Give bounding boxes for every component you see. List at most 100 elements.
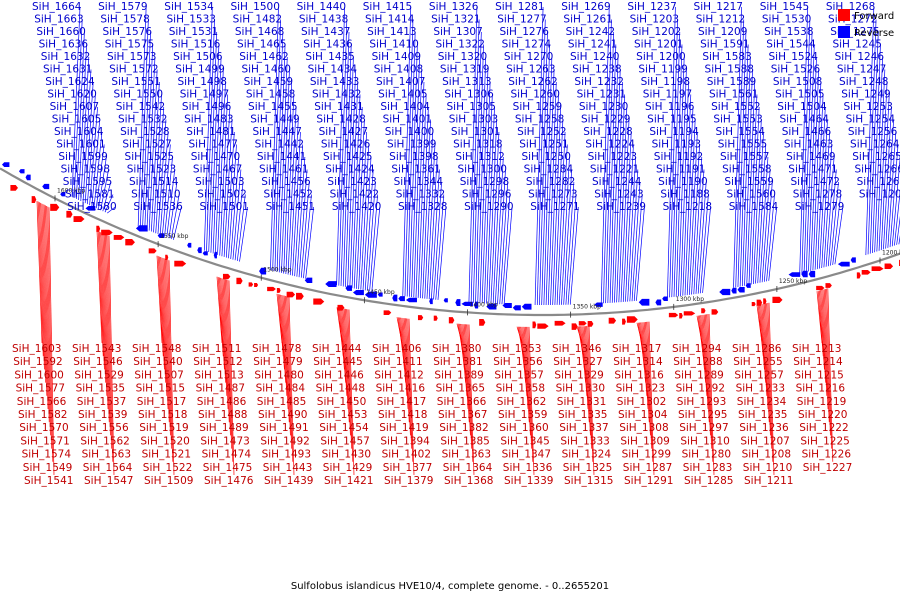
gene-label: SiH_1481 <box>186 126 235 138</box>
label-leader-line <box>819 290 825 370</box>
gene-label: SiH_1193 <box>652 139 701 151</box>
forward-gene-arrow <box>711 309 719 315</box>
gene-label: SiH_1444 <box>312 343 362 355</box>
label-leader-line <box>346 309 352 449</box>
label-leader-line <box>163 258 170 423</box>
reverse-gene-arrow <box>737 286 745 293</box>
gene-label: SiH_1411 <box>373 356 422 368</box>
gene-label: SiH_1274 <box>502 39 552 51</box>
gene-label: SiH_1381 <box>433 356 482 368</box>
label-leader-line <box>682 94 692 296</box>
label-leader-line <box>345 56 354 287</box>
gene-label: SiH_1467 <box>193 164 242 176</box>
gene-label: SiH_1424 <box>325 164 375 176</box>
label-leader-line <box>272 19 282 271</box>
gene-label: SiH_1452 <box>263 189 312 201</box>
label-leader-line <box>550 94 559 305</box>
reverse-gene-arrow <box>638 298 650 306</box>
label-leader-line <box>403 318 410 423</box>
reverse-gene-arrow <box>42 183 50 190</box>
gene-label: SiH_1562 <box>80 435 129 447</box>
label-leader-line <box>146 56 156 230</box>
gene-label: SiH_1263 <box>506 64 555 76</box>
gene-label: SiH_1276 <box>499 26 549 38</box>
gene-label: SiH_1603 <box>12 343 61 355</box>
label-leader-line <box>832 194 842 265</box>
gene-label: SiH_1195 <box>647 114 696 126</box>
label-leader-line <box>823 144 833 268</box>
gene-label: SiH_1485 <box>257 396 306 408</box>
gene-label: SiH_1226 <box>802 449 852 461</box>
label-leader-line <box>641 322 648 396</box>
gene-label: SiH_1583 <box>702 51 751 63</box>
gene-label: SiH_1407 <box>376 76 425 88</box>
forward-gene-arrow <box>668 312 679 318</box>
label-leader-line <box>102 181 112 212</box>
label-leader-line <box>285 94 295 275</box>
label-leader-line <box>525 326 531 436</box>
gene-label: SiH_1359 <box>498 409 547 421</box>
label-leader-line <box>499 181 509 305</box>
gene-label: SiH_1636 <box>39 39 89 51</box>
forward-gene-arrow <box>751 301 756 307</box>
label-leader-line <box>371 206 381 292</box>
label-leader-line <box>803 31 813 273</box>
gene-label: SiH_1425 <box>323 151 372 163</box>
gene-features <box>2 162 900 330</box>
gene-label: SiH_1419 <box>379 422 428 434</box>
label-leader-line <box>497 169 506 305</box>
label-leader-line <box>733 6 742 288</box>
gene-label: SiH_1335 <box>558 409 607 421</box>
forward-gene-arrow <box>479 318 486 326</box>
label-leader-line <box>640 322 646 383</box>
label-leader-line <box>156 255 163 344</box>
reverse-gene-arrow <box>473 301 479 309</box>
label-leader-line <box>435 194 445 300</box>
gene-label: SiH_1491 <box>259 422 308 434</box>
gene-label: SiH_1465 <box>237 39 286 51</box>
gene-label: SiH_1398 <box>389 151 438 163</box>
label-leader-line <box>162 257 169 410</box>
gene-label: SiH_1413 <box>367 26 416 38</box>
label-leader-line <box>340 307 346 383</box>
label-leader-line <box>693 156 703 295</box>
label-leader-line <box>629 169 639 302</box>
gene-label: SiH_1508 <box>773 76 822 88</box>
label-leader-line <box>100 232 106 383</box>
gene-label: SiH_1247 <box>837 64 886 76</box>
reverse-gene-arrow <box>2 162 10 167</box>
gene-label: SiH_1292 <box>676 383 725 395</box>
label-leader-line <box>869 31 879 254</box>
gene-label: SiH_1421 <box>324 475 373 487</box>
label-leader-line <box>342 308 349 410</box>
label-leader-line <box>232 169 242 260</box>
gene-label: SiH_1529 <box>74 369 123 381</box>
forward-gene-arrow <box>222 273 231 280</box>
label-leader-line <box>526 326 532 449</box>
label-leader-line <box>547 81 557 305</box>
label-leader-line <box>737 31 747 288</box>
gene-label: SiH_1267 <box>857 176 900 188</box>
gene-label: SiH_1293 <box>677 396 726 408</box>
gene-label: SiH_1440 <box>297 1 346 13</box>
gene-label: SiH_1259 <box>513 101 562 113</box>
label-leader-line <box>607 44 617 303</box>
label-leader-line <box>878 81 888 251</box>
label-leader-line <box>148 69 158 231</box>
label-leader-line <box>483 94 493 304</box>
label-leader-line <box>700 315 706 383</box>
gene-label: SiH_1273 <box>528 189 577 201</box>
label-leader-line <box>287 296 294 462</box>
forward-gene-arrow <box>148 248 157 254</box>
gene-label: SiH_1518 <box>138 409 187 421</box>
forward-gene-arrow <box>66 210 73 218</box>
label-leader-line <box>697 181 707 294</box>
gene-label: SiH_1321 <box>431 14 480 26</box>
gene-label: SiH_1327 <box>553 356 602 368</box>
label-leader-line <box>424 131 434 299</box>
forward-gene-arrow <box>113 235 125 240</box>
label-leader-line <box>475 44 484 303</box>
gene-label: SiH_1244 <box>592 176 642 188</box>
reverse-gene-arrow <box>345 285 352 291</box>
legend-forward-swatch <box>838 9 850 21</box>
